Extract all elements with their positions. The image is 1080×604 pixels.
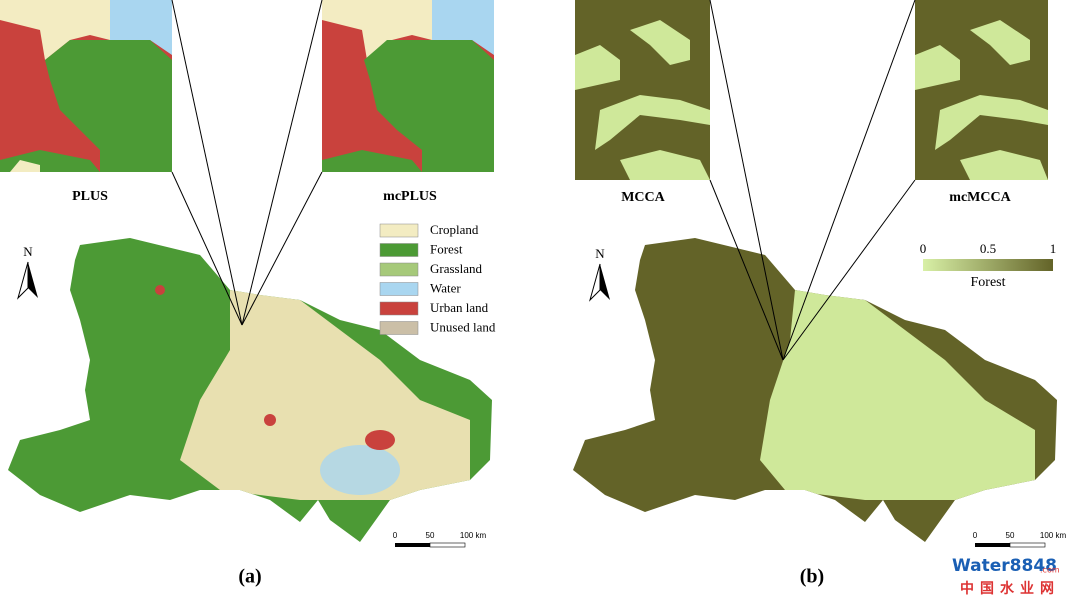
colorbar-tick: 0.5 — [980, 241, 996, 256]
watermark-brand: Water8848 — [952, 556, 1057, 576]
caption: (b) — [800, 566, 824, 588]
inset-label: mcMCCA — [949, 190, 1011, 205]
caption: (a) — [238, 566, 261, 588]
legend-swatch — [379, 262, 419, 277]
legend-swatch — [379, 243, 419, 257]
legend-label: Water — [430, 280, 461, 295]
inset-mcca — [575, 0, 710, 180]
north-arrow — [589, 263, 610, 302]
legend-label: Cropland — [430, 222, 479, 237]
colorbar — [923, 259, 1053, 271]
scale-label: 100 km — [1040, 531, 1067, 540]
legend-swatch — [379, 223, 419, 238]
colorbar-label: Forest — [971, 275, 1006, 290]
scale-bar — [395, 542, 466, 548]
legend-label: Grassland — [430, 261, 482, 276]
scale-label: 50 — [1006, 531, 1015, 540]
colorbar-tick: 1 — [1050, 241, 1057, 256]
map-a — [8, 238, 492, 542]
watermark-name: 中国水业网 — [960, 580, 1060, 597]
map-b — [573, 238, 1057, 542]
inset-label: PLUS — [72, 189, 108, 204]
legend-swatch — [379, 321, 419, 335]
watermark-domain: .com — [1040, 566, 1060, 575]
legend-swatch — [379, 301, 419, 316]
legend-swatch — [379, 282, 419, 296]
scale-label: 50 — [426, 531, 435, 540]
scale-label: 0 — [973, 531, 978, 540]
north-label: N — [23, 244, 33, 259]
scale-label: 100 km — [460, 531, 487, 540]
inset-mcplus — [322, 0, 494, 172]
legend-label: Forest — [430, 241, 463, 256]
north-label: N — [595, 246, 605, 261]
legend-label: Unused land — [430, 319, 496, 334]
colorbar-tick: 0 — [920, 241, 927, 256]
inset-label: mcPLUS — [383, 189, 437, 204]
legend-label: Urban land — [430, 300, 489, 315]
inset-plus — [0, 0, 172, 172]
north-arrow — [17, 261, 38, 300]
zoom-lines — [171, 0, 916, 361]
scale-label: 0 — [393, 531, 398, 540]
inset-mcmcca — [915, 0, 1048, 180]
scale-bar — [975, 542, 1046, 548]
inset-label: MCCA — [621, 190, 665, 205]
